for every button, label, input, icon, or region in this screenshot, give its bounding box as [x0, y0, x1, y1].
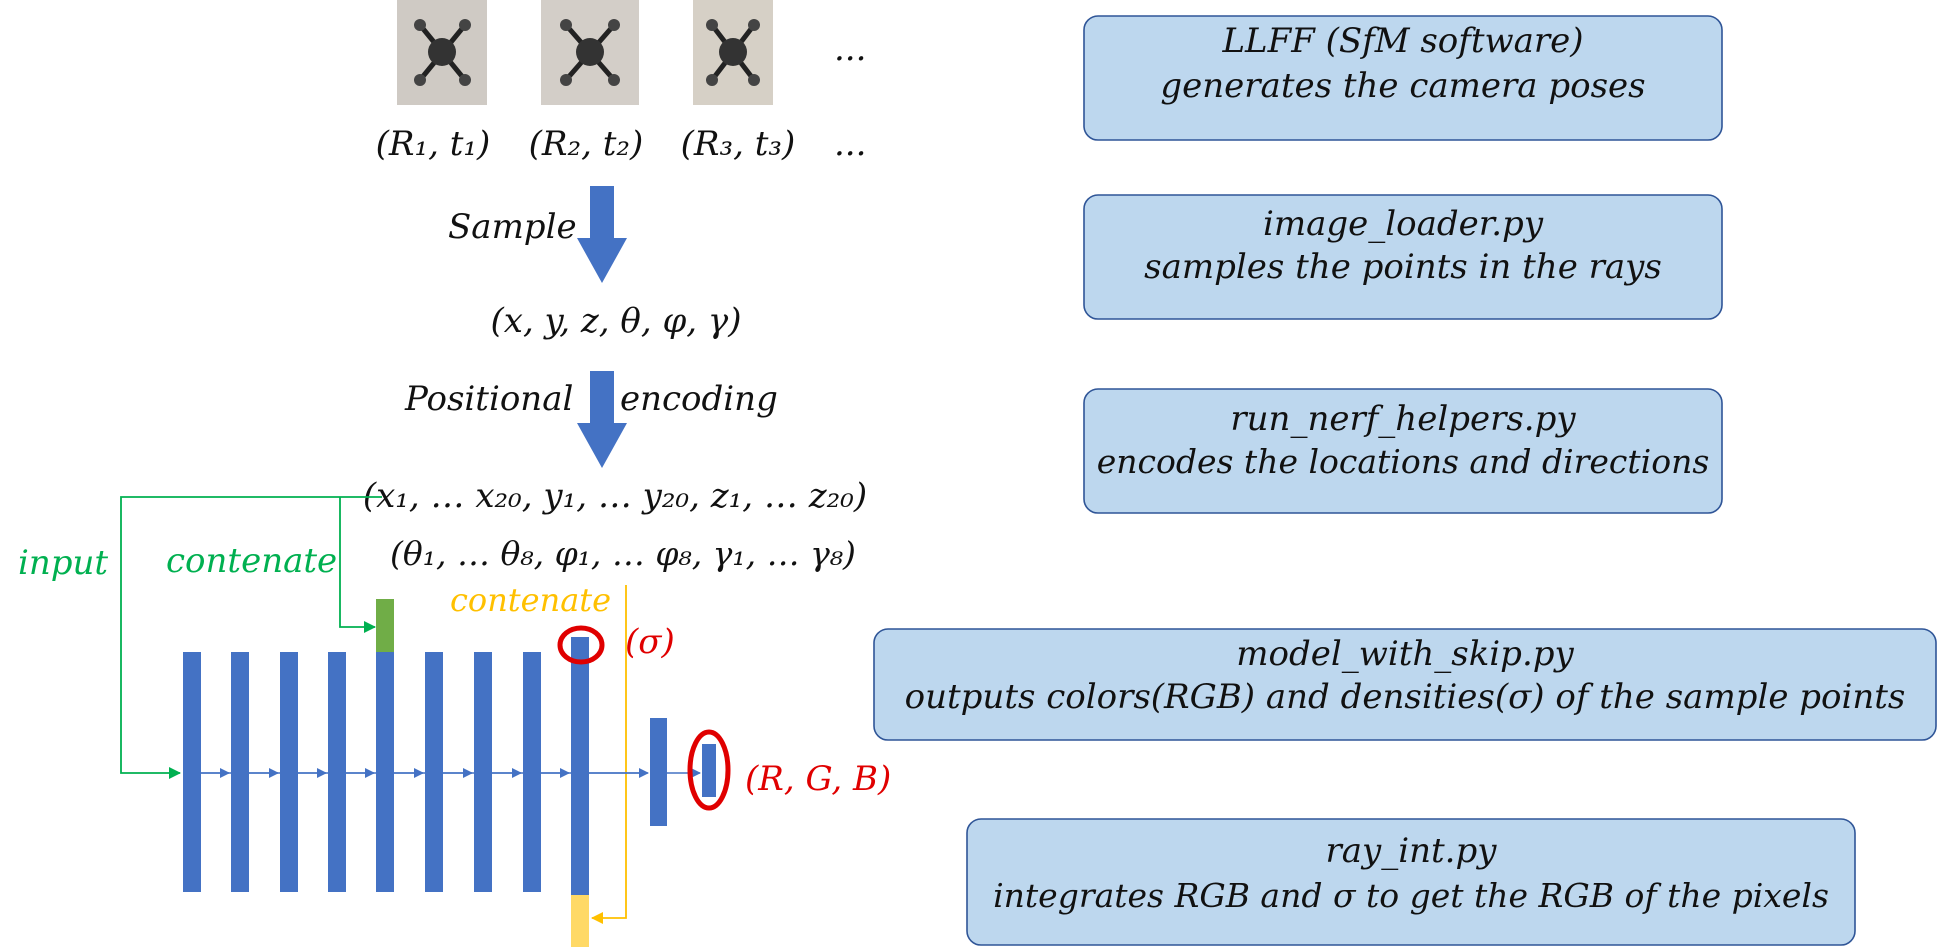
- drone-photo-2: [541, 0, 639, 105]
- sample-output: (x, y, z, θ, φ, γ): [491, 301, 742, 341]
- layer-bar-1: [183, 652, 201, 892]
- concat-green-arrow: [339, 497, 376, 633]
- direction-concat-block: [571, 895, 589, 947]
- concat-green-label: contenate: [166, 541, 337, 581]
- drone-photo-1: [397, 0, 487, 105]
- box-ray-int-title: ray_int.py: [1326, 831, 1498, 871]
- pose-label-2: (R₂, t₂): [529, 124, 644, 164]
- mlp-network: input contenate contenate: [18, 496, 891, 947]
- input-arrow: [120, 496, 382, 779]
- photos-ellipsis: ...: [834, 29, 866, 69]
- rgb-output-layer: [702, 744, 716, 797]
- sample-arrow: [577, 186, 627, 283]
- box-ray-int: ray_int.py integrates RGB and σ to get t…: [966, 818, 1856, 946]
- layer-bar-5: [376, 652, 394, 892]
- pose-labels: (R₁, t₁) (R₂, t₂) (R₃, t₃) ...: [376, 124, 867, 164]
- skip-concat-block: [376, 599, 394, 652]
- layer-bar-6: [425, 652, 443, 892]
- box-model-title: model_with_skip.py: [1236, 634, 1574, 674]
- poses-ellipsis: ...: [834, 124, 866, 164]
- sigma-label: (σ): [625, 622, 675, 662]
- layer-bar-7: [474, 652, 492, 892]
- box-model-with-skip: model_with_skip.py outputs colors(RGB) a…: [873, 628, 1937, 741]
- sample-label: Sample: [448, 207, 577, 247]
- drone-photo-3: [693, 0, 773, 105]
- box-llff: LLFF (SfM software) generates the camera…: [1083, 15, 1723, 141]
- pose-label-1: (R₁, t₁): [376, 124, 491, 164]
- box-image-loader-title: image_loader.py: [1263, 204, 1544, 244]
- encoded-positions: (x₁, … x₂₀, y₁, … y₂₀, z₁, … z₂₀): [363, 476, 867, 516]
- rgb-label: (R, G, B): [745, 759, 891, 799]
- pose-label-3: (R₃, t₃): [681, 124, 796, 164]
- rgb-hidden-layer: [650, 718, 667, 826]
- sigma-highlight: [557, 625, 605, 665]
- box-llff-desc: generates the camera poses: [1160, 66, 1645, 106]
- layer-bar-2: [231, 652, 249, 892]
- concat-yellow-label: contenate: [450, 581, 611, 619]
- box-image-loader: image_loader.py samples the points in th…: [1083, 194, 1723, 320]
- rgb-highlight: [687, 729, 731, 811]
- layer-bar-3: [280, 652, 298, 892]
- layer-bar-8: [523, 652, 541, 892]
- input-label: input: [18, 543, 108, 583]
- box-nerf-helpers-desc: encodes the locations and directions: [1097, 442, 1710, 481]
- encoding-arrow: [577, 371, 627, 468]
- layer-bar-4: [328, 652, 346, 892]
- description-boxes: LLFF (SfM software) generates the camera…: [873, 15, 1937, 946]
- photo-strip: ...: [397, 0, 866, 105]
- box-llff-title: LLFF (SfM software): [1221, 21, 1583, 61]
- positional-label-right: encoding: [620, 379, 778, 419]
- positional-label-left: Positional: [404, 379, 573, 419]
- encoded-directions: (θ₁, … θ₈, φ₁, … φ₈, γ₁, … γ₈): [390, 534, 856, 573]
- box-nerf-helpers-title: run_nerf_helpers.py: [1230, 399, 1576, 439]
- box-ray-int-desc: integrates RGB and σ to get the RGB of t…: [993, 876, 1829, 915]
- layer-bar-9: [571, 637, 589, 895]
- box-nerf-helpers: run_nerf_helpers.py encodes the location…: [1083, 388, 1723, 514]
- concat-yellow-arrow: [591, 585, 627, 924]
- box-model-desc: outputs colors(RGB) and densities(σ) of …: [905, 677, 1906, 717]
- box-image-loader-desc: samples the points in the rays: [1144, 247, 1662, 287]
